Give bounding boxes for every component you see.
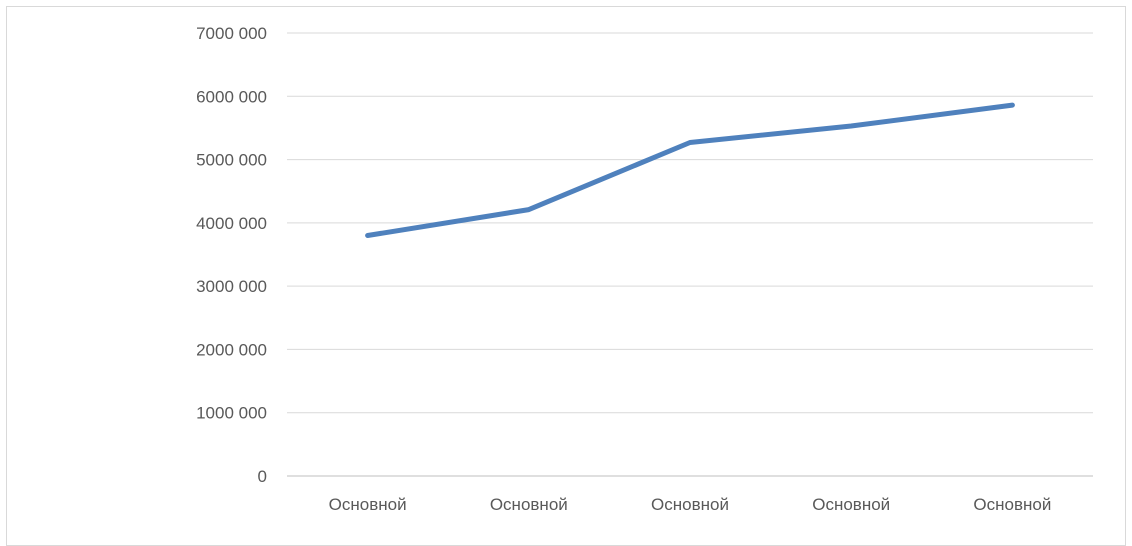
x-tick-label: Основной bbox=[812, 495, 890, 514]
line-chart: 0 1000 000 2000 000 3000 000 4000 000 5000 00… bbox=[196, 24, 1093, 514]
y-tick-label: 6000 000 bbox=[196, 87, 267, 106]
series-group bbox=[365, 102, 1015, 238]
x-axis-tick-labels: Основной Основной Основной Основной Основной bbox=[329, 495, 1052, 514]
y-tick-label: 1000 000 bbox=[196, 404, 267, 423]
x-tick-label: Основной bbox=[490, 495, 568, 514]
x-tick-label: Основной bbox=[329, 495, 407, 514]
y-tick-label: 0 bbox=[258, 467, 267, 486]
y-tick-label: 4000 000 bbox=[196, 214, 267, 233]
series-line bbox=[365, 102, 1015, 238]
y-tick-label: 2000 000 bbox=[196, 340, 267, 359]
y-tick-label: 5000 000 bbox=[196, 151, 267, 170]
gridlines bbox=[287, 32, 1093, 477]
x-tick-label: Основной bbox=[651, 495, 729, 514]
y-axis-tick-labels: 0 1000 000 2000 000 3000 000 4000 000 5000 00… bbox=[196, 24, 267, 486]
x-tick-label: Основной bbox=[973, 495, 1051, 514]
y-tick-label: 7000 000 bbox=[196, 24, 267, 43]
y-tick-label: 3000 000 bbox=[196, 277, 267, 296]
